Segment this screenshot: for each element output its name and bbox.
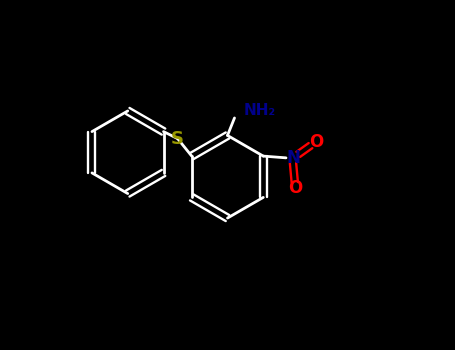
Text: N: N [286,149,300,167]
Text: O: O [288,178,302,197]
Text: NH₂: NH₂ [243,104,275,118]
Text: O: O [308,133,323,151]
Text: S: S [171,130,184,148]
